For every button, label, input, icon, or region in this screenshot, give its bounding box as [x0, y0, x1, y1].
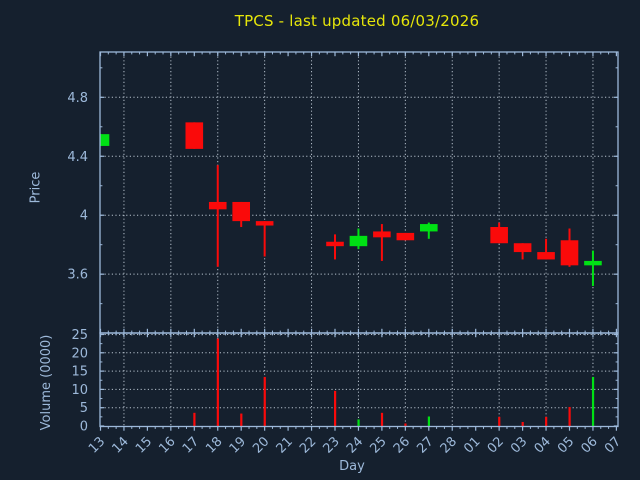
day-tick-label: 15 [133, 434, 155, 456]
candlestick [326, 241, 344, 247]
day-tick-label: 20 [250, 434, 272, 456]
day-tick-label: 23 [321, 434, 343, 456]
volume-bar [357, 419, 360, 427]
volume-bar [193, 412, 196, 427]
volume-tick-label: 25 [71, 328, 88, 343]
volume-bar [498, 416, 501, 427]
day-tick-label: 21 [274, 434, 296, 456]
day-tick-label: 16 [156, 434, 178, 456]
candlestick-series [100, 122, 602, 286]
volume-bar [216, 338, 219, 427]
day-tick-label: 02 [485, 434, 507, 456]
day-tick-label: 03 [508, 434, 530, 456]
day-tick-label: 18 [203, 434, 225, 456]
day-axis-label: Day [339, 459, 365, 474]
day-tick-label: 07 [602, 434, 624, 456]
candlestick [100, 134, 110, 146]
candlestick [255, 221, 274, 226]
day-tick-label: 27 [414, 434, 436, 456]
volume-bar [263, 376, 266, 427]
volume-tick-label: 5 [80, 401, 88, 416]
volume-bar [380, 412, 384, 427]
day-tick-label: 24 [344, 434, 366, 456]
candlestick [584, 260, 602, 266]
volume-bar [591, 376, 595, 427]
day-tick-label: 04 [532, 434, 554, 456]
chart-title: TPCS - last updated 06/03/2026 [234, 12, 480, 30]
day-tick-label: 25 [367, 434, 389, 456]
price-tick-label: 4.4 [67, 150, 88, 165]
candlestick [420, 224, 438, 232]
price-tick-label: 4 [80, 209, 88, 224]
candlestick [513, 243, 532, 253]
volume-bar [521, 421, 524, 427]
volume-tick-label: 20 [71, 346, 88, 361]
day-tick-label: 01 [461, 434, 483, 456]
candlestick [396, 232, 415, 241]
day-tick-label: 22 [297, 434, 319, 456]
day-tick-label: 28 [438, 434, 460, 456]
candlestick [560, 240, 579, 266]
candlestick [232, 201, 250, 222]
day-tick-label: 19 [227, 434, 249, 456]
candlestick [373, 231, 391, 238]
candlestick [185, 122, 204, 149]
volume-bar [334, 390, 337, 427]
volume-bar [404, 423, 407, 427]
volume-series [193, 338, 595, 427]
volume-bar [568, 406, 571, 427]
day-tick-label: 06 [578, 434, 600, 456]
price-tick-label: 3.6 [67, 268, 88, 283]
price-tick-label: 4.8 [67, 91, 88, 106]
day-tick-label: 26 [391, 434, 413, 456]
day-tick-label: 14 [109, 434, 131, 456]
volume-tick-label: 0 [80, 420, 88, 435]
volume-plot-frame [99, 332, 619, 428]
volume-bar [240, 413, 243, 427]
volume-bar [545, 416, 548, 427]
day-tick-label: 13 [86, 434, 108, 456]
day-tick-label: 17 [180, 434, 202, 456]
price-plot-frame [99, 51, 619, 334]
candlestick [537, 252, 555, 260]
candlestick [349, 235, 368, 247]
volume-tick-label: 15 [71, 365, 88, 380]
day-tick-label: 05 [555, 434, 577, 456]
volume-bar [427, 416, 430, 427]
candlestick [490, 227, 508, 244]
volume-tick-label: 10 [71, 383, 88, 398]
candlestick [208, 201, 227, 210]
